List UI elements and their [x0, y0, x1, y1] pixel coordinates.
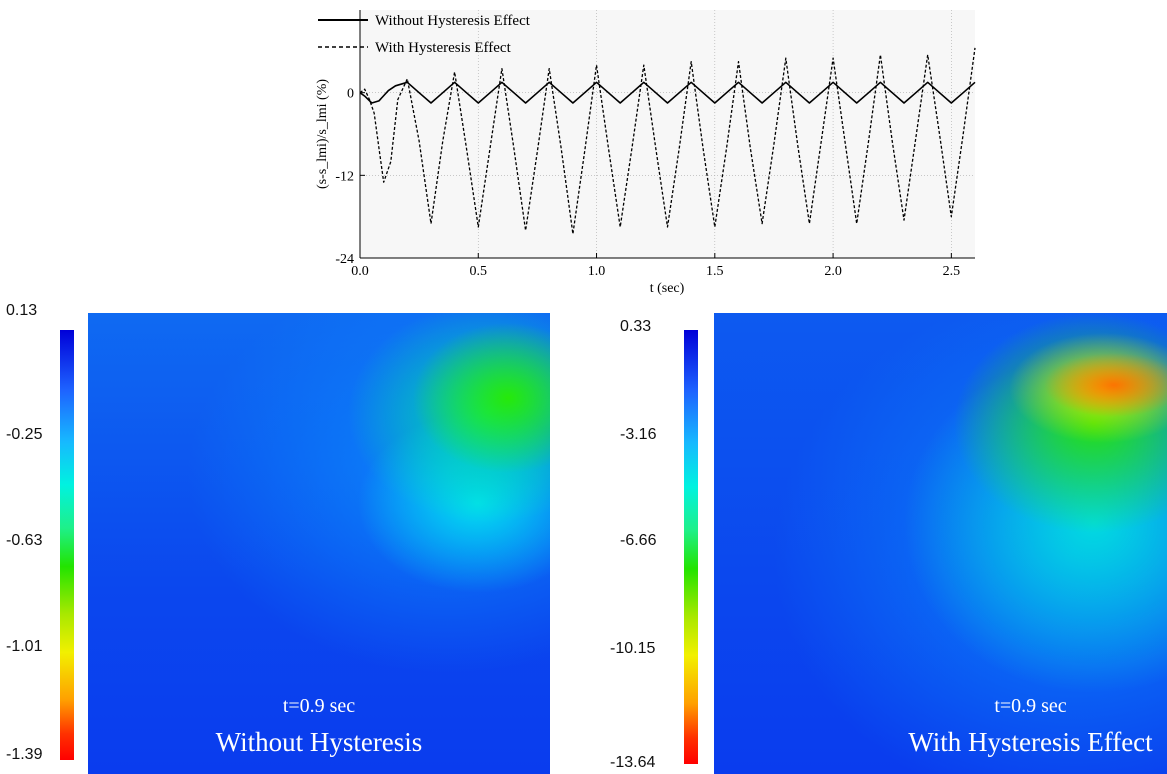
y-tick-label: 0: [347, 87, 354, 102]
colorbar-tick-without-4: -1.39: [6, 746, 43, 763]
time-label-without: t=0.9 sec: [282, 695, 356, 717]
series-line-without-hysteresis: [359, 81, 976, 104]
legend-label-without: Without Hysteresis Effect: [375, 13, 531, 29]
colorbar-tick-without-2: -0.63: [6, 532, 43, 549]
legend: Without Hysteresis Effect With Hysteresi…: [318, 13, 531, 56]
time-series-chart: 0.0 0.5 1.0 1.5 2.0 2.5 0 -12 -24 t (sec) (s-s_l…: [310, 0, 980, 298]
y-axis-label: (s-s_lmi)/s_lmi (%): [315, 79, 330, 189]
y-tick-label: -24: [335, 252, 354, 267]
y-tick-label: -12: [335, 169, 354, 184]
colorbar-tick-with-3: -10.15: [610, 640, 656, 657]
x-tick-label: 2.0: [824, 264, 842, 279]
heatmap-field-with: t=0.9 sec With Hysteresis Effect: [714, 313, 1167, 774]
series-layer: [359, 47, 976, 235]
axis-layer: [359, 10, 975, 259]
caption-with: With Hysteresis Effect: [908, 727, 1153, 757]
x-tick-label: 0.5: [470, 264, 488, 279]
colorbar-tick-without-0: 0.13: [6, 302, 38, 319]
x-axis-label: t (sec): [650, 281, 685, 296]
colorbar-labels-without: 0.13 -0.25 -0.63 -1.01 -1.39: [0, 302, 50, 774]
colorbar-tick-without-1: -0.25: [6, 426, 43, 443]
heatmap-panel-with: 0.33 -3.16 -6.66 -10.15 -13.64 t=0.9 sec…: [606, 310, 1167, 774]
x-tick-label: 0.0: [351, 264, 369, 279]
colorbar-with: [684, 330, 698, 764]
heatmap-field-without: t=0.9 sec Without Hysteresis: [88, 313, 550, 774]
x-tick-label: 2.5: [943, 264, 961, 279]
x-tick-label: 1.5: [706, 264, 724, 279]
colorbar-tick-with-4: -13.64: [610, 754, 656, 771]
heatmap-panel-without: 0.13 -0.25 -0.63 -1.01 -1.39 t=0.9 sec W…: [0, 302, 560, 774]
plot-background: [360, 10, 975, 258]
colorbar-tick-with-0: 0.33: [620, 318, 652, 335]
colorbar-labels-with: 0.33 -3.16 -6.66 -10.15 -13.64: [606, 310, 676, 774]
time-series-svg: 0.0 0.5 1.0 1.5 2.0 2.5 0 -12 -24 t (sec) (s-s_l…: [315, 10, 976, 296]
series-line-with-hysteresis: [359, 47, 976, 235]
colorbar-tick-with-2: -6.66: [620, 532, 657, 549]
caption-without: Without Hysteresis: [215, 727, 423, 757]
tick-layer: 0.0 0.5 1.0 1.5 2.0 2.5 0 -12 -24: [335, 87, 960, 279]
legend-label-with: With Hysteresis Effect: [375, 40, 512, 56]
colorbar-tick-without-3: -1.01: [6, 638, 43, 655]
colorbar-tick-with-1: -3.16: [620, 426, 657, 443]
time-label-with: t=0.9 sec: [994, 695, 1067, 717]
x-tick-label: 1.0: [588, 264, 606, 279]
colorbar-without: [60, 330, 74, 760]
